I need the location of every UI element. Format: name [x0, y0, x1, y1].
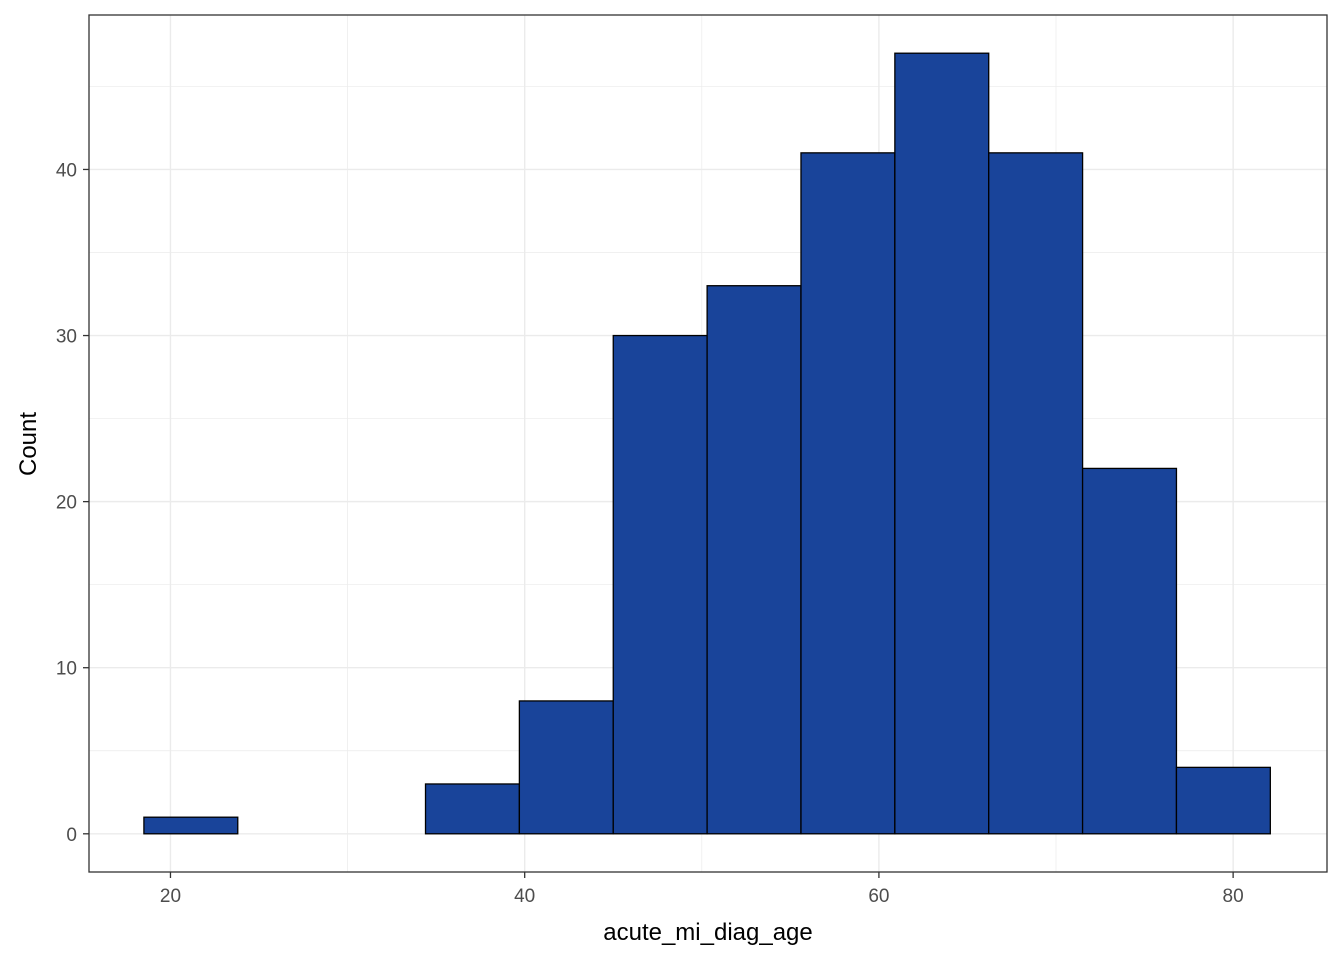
x-tick-label: 20	[160, 886, 181, 907]
y-tick-label: 20	[56, 493, 77, 514]
histogram-bar	[612, 334, 708, 835]
y-axis: 0 10 20 30 40	[56, 160, 89, 846]
histogram-bar	[518, 700, 614, 835]
histogram-bar	[424, 783, 521, 835]
histogram-bars	[143, 52, 1271, 835]
histogram-bar	[706, 285, 802, 835]
panel-border	[88, 14, 1328, 873]
histogram-bar	[894, 52, 990, 835]
histogram-bar	[143, 816, 239, 835]
y-tick-label: 0	[66, 825, 77, 846]
x-tick-label: 60	[868, 886, 889, 907]
x-tick-label: 80	[1223, 886, 1244, 907]
x-tick-label: 40	[514, 886, 535, 907]
y-axis-title: Count	[15, 412, 42, 476]
x-axis-title: acute_mi_diag_age	[603, 919, 813, 946]
histogram-bar	[1175, 766, 1271, 835]
y-tick-label: 40	[56, 160, 77, 181]
y-tick-label: 10	[56, 659, 77, 680]
x-axis: 20 40 60 80	[160, 872, 1244, 907]
histogram-bar	[988, 152, 1084, 835]
y-tick-label: 30	[56, 327, 77, 348]
histogram-bar	[800, 152, 896, 835]
histogram-bar	[1081, 467, 1178, 835]
